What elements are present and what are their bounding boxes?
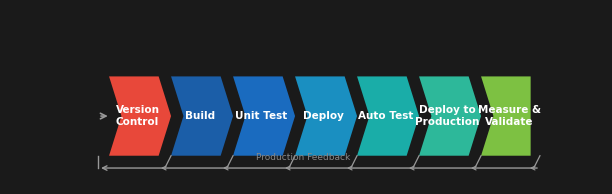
Text: Auto Test: Auto Test [358,111,413,121]
Text: Production Feedback: Production Feedback [256,153,351,162]
Text: Unit Test: Unit Test [236,111,288,121]
Text: Version
Control: Version Control [116,105,160,127]
Polygon shape [419,76,481,156]
Polygon shape [171,76,233,156]
Polygon shape [481,76,531,156]
Text: Deploy: Deploy [303,111,344,121]
Polygon shape [109,76,171,156]
Polygon shape [295,76,357,156]
Text: Deploy to
Production: Deploy to Production [416,105,480,127]
Text: Build: Build [184,111,215,121]
Polygon shape [357,76,419,156]
Text: Measure &
Validate: Measure & Validate [478,105,541,127]
Polygon shape [233,76,295,156]
